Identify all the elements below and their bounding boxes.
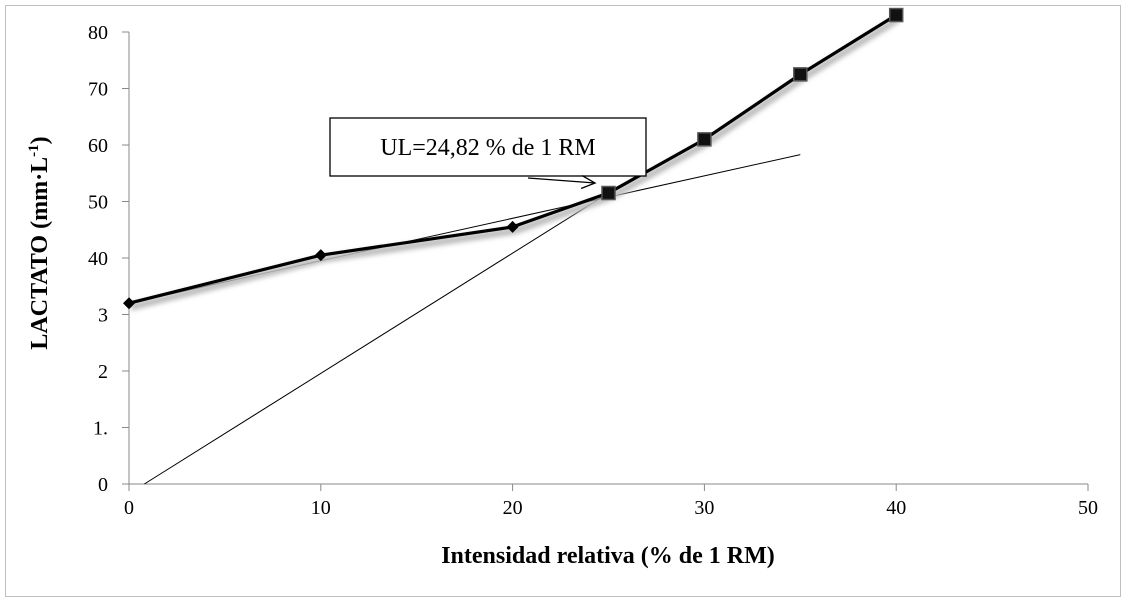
y-tick-label: 2 [98,361,108,383]
series-line [128,191,610,305]
y-tick-label: 3 [98,305,108,327]
x-tick-label: 20 [503,497,523,519]
axes: 0 1. 2 3 40 50 60 70 80 0 10 20 30 40 50 [88,22,1098,519]
x-tick-label: 40 [886,497,906,519]
data-point-square [601,185,616,201]
y-axis-title-superscript: -1 [26,144,42,157]
x-tick-label: 30 [694,497,714,519]
data-point-diamond [314,249,327,262]
series-line-shadow [130,193,612,311]
annotation-arrow-line [527,177,596,184]
x-tick-label: 50 [1078,497,1098,519]
y-tick-label: 1. [93,418,108,440]
annotation: UL=24,82 % de 1 RM [329,117,647,190]
annotation-text: UL=24,82 % de 1 RM [380,135,596,161]
chart-frame [5,5,1121,597]
data-series [123,7,904,311]
y-tick-label: 80 [88,22,108,44]
series-line-shadow [608,16,901,201]
x-tick-label: 0 [124,497,134,519]
y-axis-title-tail: ) [27,136,53,144]
trendlines [128,154,801,485]
y-tick-label: 70 [88,79,108,101]
series-line [607,13,898,195]
annotation-box [329,117,647,177]
y-tick-label: 60 [88,135,108,157]
data-point-diamond [506,220,519,233]
y-tick-label: 50 [88,192,108,214]
x-axis-title: Intensidad relativa (% de 1 RM) [441,543,775,569]
annotation-arrow-head [580,174,597,190]
data-point-square [888,7,904,23]
y-tick-label: 40 [88,248,108,270]
x-tick-label: 10 [311,497,331,519]
data-point-diamond [123,297,135,310]
y-axis-title-main: LACTATO (mm·L [27,157,53,350]
y-axis-title: LACTATO (mm·L-1) [26,136,53,349]
y-tick-label: 0 [98,474,108,496]
trend-line [144,192,609,485]
data-point-square [697,132,712,147]
data-point-square [793,67,808,82]
